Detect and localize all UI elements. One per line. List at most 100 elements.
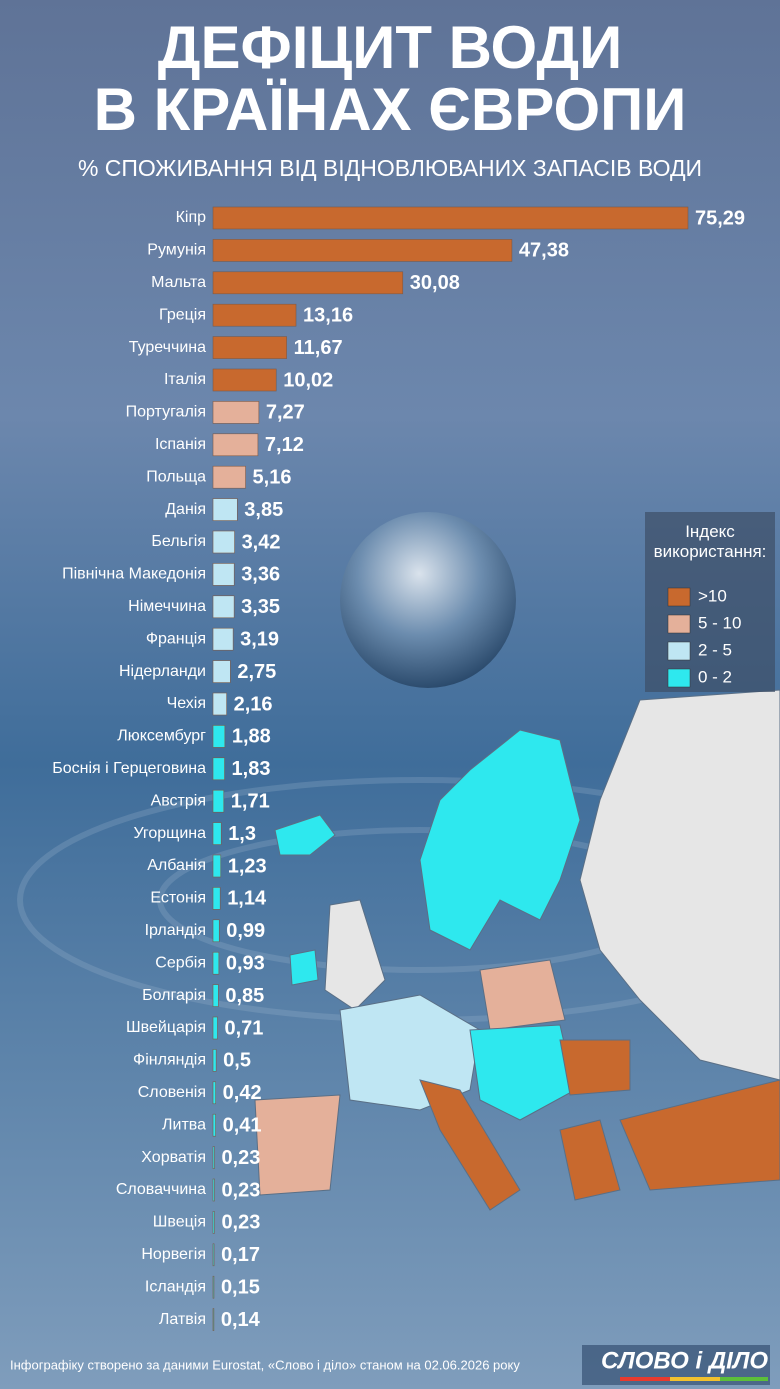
value-label: 13,16 [303, 304, 353, 326]
legend-label: 0 - 2 [698, 667, 732, 686]
category-label: Туреччина [129, 339, 206, 356]
category-label: Боснія і Герцеговина [52, 760, 206, 777]
bar [212, 951, 220, 975]
logo: СЛОВО і ДІЛО [601, 1347, 768, 1374]
value-label: 0,41 [223, 1114, 262, 1136]
category-label: Хорватія [141, 1149, 206, 1166]
value-label: 30,08 [410, 272, 460, 294]
category-label: Болгарія [142, 987, 206, 1004]
value-label: 1,88 [232, 726, 271, 748]
category-label: Нідерланди [119, 663, 206, 680]
category-label: Північна Македонія [62, 566, 206, 583]
bar [212, 595, 235, 619]
category-label: Чехія [167, 695, 206, 712]
value-label: 0,85 [225, 985, 264, 1007]
bar [212, 919, 220, 943]
category-label: Албанія [147, 857, 206, 874]
map-scandinavia [419, 729, 581, 951]
bar [212, 530, 235, 554]
bar [212, 854, 222, 878]
category-label: Португалія [126, 404, 206, 421]
subtitle: % СПОЖИВАННЯ ВІД ВІДНОВЛЮВАНИХ ЗАПАСІВ В… [78, 155, 702, 181]
bar [212, 725, 226, 748]
value-label: 11,67 [294, 337, 343, 359]
value-label: 0,23 [221, 1179, 260, 1201]
bar [212, 1016, 218, 1040]
value-label: 2,16 [234, 693, 273, 715]
legend-box [645, 512, 775, 692]
bar [212, 1211, 215, 1234]
category-label: Австрія [151, 792, 206, 809]
legend [645, 512, 775, 692]
value-label: 7,27 [266, 402, 305, 424]
category-label: Польща [146, 468, 206, 485]
category-label: Бельгія [151, 533, 206, 550]
bar [212, 1178, 215, 1202]
legend-swatch [667, 668, 691, 688]
category-label: Італія [164, 371, 206, 388]
map-italy [419, 1079, 521, 1211]
chart-title: В КРАЇНАХ ЄВРОПИ [94, 76, 687, 143]
category-label: Данія [165, 501, 206, 518]
legend-swatch [667, 641, 691, 661]
bar [212, 757, 225, 781]
value-label: 0,42 [223, 1082, 262, 1104]
bar [212, 401, 260, 424]
category-label: Словенія [138, 1084, 206, 1101]
legend-label: >10 [698, 586, 727, 605]
value-label: 0,5 [223, 1050, 251, 1072]
bar [212, 1146, 215, 1169]
value-label: 0,23 [221, 1212, 260, 1234]
value-label: 47,38 [519, 240, 569, 262]
bar [212, 660, 231, 683]
bar [212, 1308, 215, 1331]
map-britain [324, 899, 386, 1011]
bar [212, 822, 222, 845]
category-label: Іспанія [155, 436, 206, 453]
bar [212, 465, 246, 489]
value-label: 0,17 [221, 1244, 260, 1266]
value-label: 3,35 [241, 596, 280, 618]
bar [212, 984, 219, 1007]
value-label: 0,99 [226, 920, 265, 942]
bar [212, 271, 404, 295]
bar [212, 239, 513, 262]
map-iceland [274, 814, 336, 856]
bar [212, 563, 235, 586]
category-label: Сербія [155, 954, 206, 971]
bar [212, 498, 238, 521]
bar [212, 433, 259, 457]
legend-label: 5 - 10 [698, 613, 741, 632]
bar [212, 627, 234, 651]
category-label: Німеччина [128, 598, 206, 615]
category-label: Угорщина [133, 825, 206, 842]
value-label: 1,83 [232, 758, 271, 780]
category-label: Мальта [151, 274, 206, 291]
bar [212, 303, 297, 327]
footer: Інфографіку створено за даними Eurostat,… [10, 1357, 520, 1372]
category-label: Норвегія [141, 1246, 206, 1263]
category-label: Люксембург [117, 728, 206, 745]
bar [212, 789, 225, 813]
legend-title: Індекс використання: [653, 522, 767, 561]
category-label: Ісландія [145, 1278, 206, 1295]
legend-swatch [667, 587, 691, 607]
category-label: Фінляндія [133, 1052, 206, 1069]
water-drop [340, 512, 516, 688]
value-label: 1,71 [231, 790, 270, 812]
map-turkey [619, 1079, 780, 1191]
category-label: Ірландія [145, 922, 206, 939]
bar [212, 1113, 216, 1137]
category-label: Естонія [150, 890, 206, 907]
category-label: Кіпр [176, 209, 207, 226]
value-label: 0,23 [221, 1147, 260, 1169]
map-russia [579, 689, 780, 1081]
category-label: Словаччина [116, 1181, 206, 1198]
value-label: 3,19 [240, 628, 279, 650]
category-label: Швейцарія [126, 1019, 206, 1036]
category-label: Греція [159, 306, 206, 323]
value-label: 7,12 [265, 434, 304, 456]
bar [212, 1275, 215, 1299]
